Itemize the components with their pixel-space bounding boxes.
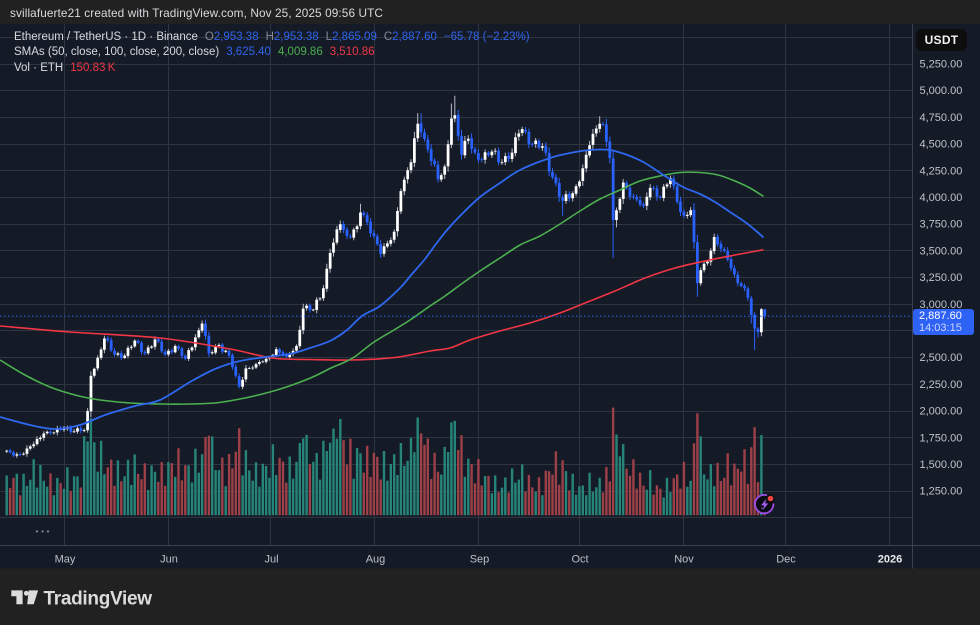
svg-text:Dec: Dec [776, 554, 796, 566]
svg-text:Jul: Jul [264, 554, 278, 566]
svg-text:Oct: Oct [571, 554, 588, 566]
svg-text:4,500.00: 4,500.00 [920, 139, 963, 151]
svg-text:2,250.00: 2,250.00 [920, 379, 963, 391]
svg-text:5,000.00: 5,000.00 [920, 85, 963, 97]
svg-text:3,250.00: 3,250.00 [920, 272, 963, 284]
svg-text:Sep: Sep [470, 554, 490, 566]
svg-text:4,250.00: 4,250.00 [920, 165, 963, 177]
svg-text:4,750.00: 4,750.00 [920, 112, 963, 124]
svg-text:3,500.00: 3,500.00 [920, 245, 963, 257]
svg-text:Jun: Jun [160, 554, 178, 566]
svg-text:2,500.00: 2,500.00 [920, 352, 963, 364]
svg-text:TradingView: TradingView [44, 589, 153, 610]
svg-text:3,750.00: 3,750.00 [920, 219, 963, 231]
svg-text:1,250.00: 1,250.00 [920, 486, 963, 498]
svg-text:1,500.00: 1,500.00 [920, 459, 963, 471]
svg-text:1,750.00: 1,750.00 [920, 432, 963, 444]
svg-text:Aug: Aug [366, 554, 386, 566]
svg-text:5,250.00: 5,250.00 [920, 59, 963, 71]
svg-text:Nov: Nov [674, 554, 694, 566]
svg-text:2026: 2026 [878, 554, 902, 566]
svg-text:May: May [55, 554, 76, 566]
svg-text:2,000.00: 2,000.00 [920, 406, 963, 418]
svg-text:3,000.00: 3,000.00 [920, 299, 963, 311]
svg-text:4,000.00: 4,000.00 [920, 192, 963, 204]
